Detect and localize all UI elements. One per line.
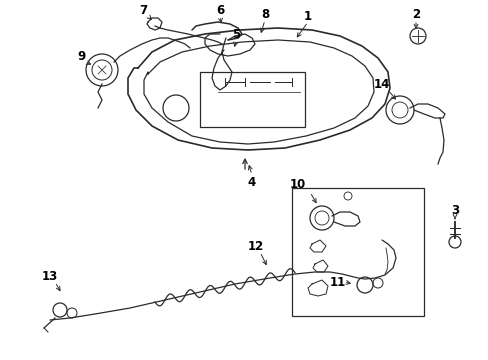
Text: 11: 11 xyxy=(329,275,346,288)
Text: 8: 8 xyxy=(260,8,268,21)
Text: 2: 2 xyxy=(411,8,419,21)
Text: 14: 14 xyxy=(373,77,389,90)
Bar xyxy=(291,188,423,316)
Bar xyxy=(200,72,305,127)
Text: 9: 9 xyxy=(78,49,86,63)
Text: 10: 10 xyxy=(289,177,305,190)
Text: 3: 3 xyxy=(450,203,458,216)
Text: 7: 7 xyxy=(139,4,147,17)
Text: 12: 12 xyxy=(247,239,264,252)
Text: 4: 4 xyxy=(247,175,256,189)
Text: 13: 13 xyxy=(42,270,58,283)
Text: 5: 5 xyxy=(231,28,240,41)
Text: 6: 6 xyxy=(215,4,224,17)
Text: 1: 1 xyxy=(304,9,311,22)
